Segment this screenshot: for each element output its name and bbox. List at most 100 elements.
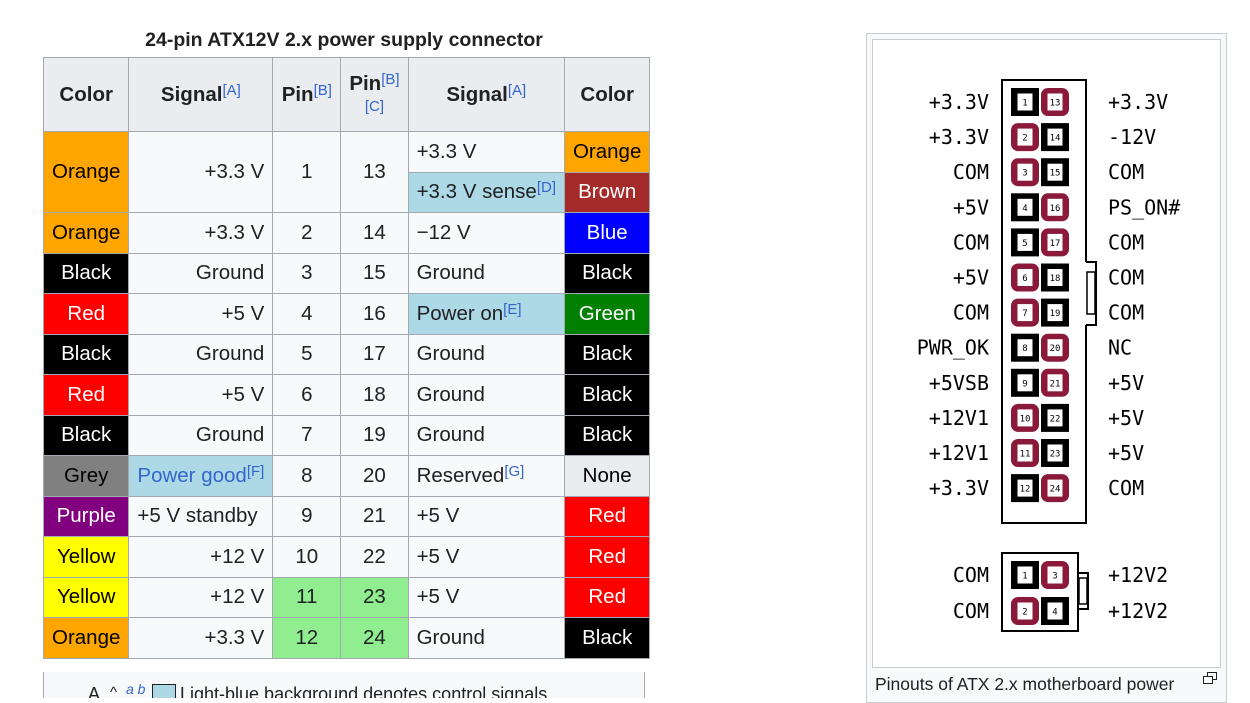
signal-text: Power on (416, 301, 504, 325)
color-cell-right: Red (563, 495, 651, 537)
pin-number-right: 17 (340, 333, 409, 375)
svg-text:24: 24 (1050, 485, 1061, 495)
signal-text: +3.3 V (204, 625, 265, 649)
pin-20: 20 (1041, 333, 1069, 362)
aux-pin-4: 4 (1041, 597, 1069, 625)
table-row: Red +5 V 6 18 Ground Black (42, 374, 651, 416)
color-cell-left: Yellow (42, 576, 130, 618)
color-cell-left: Orange (42, 212, 130, 254)
pin-label-right: -12V (1108, 125, 1156, 149)
color-cell-right: Black (563, 617, 651, 659)
ref-b-link[interactable]: [B] (313, 81, 332, 99)
pin-label-left: +12V1 (929, 441, 989, 465)
table-row: Orange +3.3 V 2 14 −12 V Blue (42, 212, 651, 254)
svg-text:6: 6 (1022, 274, 1027, 284)
light-blue-swatch (152, 684, 176, 698)
svg-text:17: 17 (1050, 239, 1061, 249)
table-row: Black Ground 5 17 Ground Black (42, 333, 651, 375)
pin-number-left: 2 (272, 212, 342, 254)
footnote-backlinks[interactable]: a b (126, 681, 146, 697)
svg-text:23: 23 (1050, 450, 1061, 460)
header-pin-left: Pin[B] (272, 57, 342, 132)
pin-number-left: 9 (272, 495, 342, 537)
pin-label-left: +5V (953, 266, 989, 290)
table-row: Purple +5 V standby 9 21 +5 V Red (42, 495, 651, 537)
pin-label-left: +3.3V (929, 90, 989, 114)
pin-label-right: COM (1108, 301, 1144, 325)
pin-label-right: COM (1108, 476, 1144, 500)
signal-cell-right: Reserved[G] (407, 455, 565, 497)
aux-pin-label-left: COM (953, 599, 989, 623)
header-color-left: Color (42, 57, 130, 132)
svg-text:1: 1 (1022, 99, 1027, 109)
signal-cell-right: Ground (407, 617, 565, 659)
pin-label-left: +5V (953, 195, 989, 219)
pin-number-right: 20 (340, 455, 409, 497)
table-row: Yellow +12 V 11 23 +5 V Red (42, 576, 651, 618)
pin-label-left: COM (953, 301, 989, 325)
signal-text: Ground (416, 625, 485, 649)
footnote-ref-link[interactable]: [G] (504, 462, 525, 480)
pin-11: 11 (1011, 439, 1039, 467)
pin-number-left: 7 (272, 414, 342, 456)
pin-label-left: +5VSB (929, 371, 989, 395)
footnote-caret[interactable]: ^ (110, 684, 118, 698)
pin-number-right: 24 (340, 617, 409, 659)
signal-text: Reserved (416, 463, 505, 487)
ref-b-link[interactable]: [B] (381, 70, 400, 88)
pin-number-left: 6 (272, 374, 342, 416)
signal-text: +5 V (221, 301, 265, 325)
svg-text:1: 1 (1022, 572, 1027, 582)
signal-text: +12 V (210, 544, 265, 568)
svg-text:20: 20 (1050, 344, 1061, 354)
header-signal-right: Signal[A] (407, 57, 565, 132)
pin-label-left: COM (953, 230, 989, 254)
connector-latch (1086, 261, 1097, 326)
table-caption: 24-pin ATX12V 2.x power supply connector (145, 29, 543, 51)
footnote-ref-link[interactable]: [E] (503, 300, 522, 318)
svg-text:14: 14 (1050, 134, 1061, 144)
pin-number-left: 5 (272, 333, 342, 375)
pin-7: 7 (1011, 298, 1039, 327)
table-row: Black Ground 7 19 Ground Black (42, 414, 651, 456)
pin-number-right: 16 (340, 293, 409, 335)
pin-3: 3 (1011, 158, 1039, 187)
pin-label-right: +3.3V (1108, 90, 1168, 114)
color-cell-right: Red (563, 536, 651, 578)
pin-21: 21 (1041, 368, 1069, 397)
pin-number-right: 23 (340, 576, 409, 618)
signal-text: +3.3 V (416, 139, 477, 163)
pin-number-left: 1 (272, 131, 342, 213)
pin-label-right: +5V (1108, 371, 1144, 395)
magnify-icon[interactable] (1203, 672, 1217, 684)
pin-4: 4 (1011, 193, 1039, 222)
pin-label-left: +3.3V (929, 476, 989, 500)
signal-text[interactable]: Power good (137, 463, 247, 487)
ref-a-link[interactable]: [A] (222, 81, 241, 99)
ref-c-link[interactable]: [C] (364, 97, 385, 115)
footnote-ref-link[interactable]: [F] (246, 462, 265, 480)
signal-text: −12 V (416, 220, 471, 244)
color-cell-left: Black (42, 252, 130, 294)
pin-number-right: 14 (340, 212, 409, 254)
diagram-image[interactable]: 1 13 +3.3V +3.3V 2 14 +3.3V -12V 3 15 COM COM 4 16 +5V… (872, 39, 1221, 668)
signal-cell-right: Ground (407, 333, 565, 375)
color-cell-right: Orange (563, 131, 651, 173)
aux-pin-2: 2 (1011, 597, 1039, 625)
pin-label-right: +5V (1108, 406, 1144, 430)
pin-label-left: +12V1 (929, 406, 989, 430)
table-row: Orange +3.3 V 1 13 +3.3 V Orange (42, 131, 651, 213)
footnote-ref-link[interactable]: [D] (536, 179, 556, 197)
signal-cell-left: Ground (128, 414, 274, 456)
pin-label-right: PS_ON# (1108, 195, 1180, 219)
signal-text: Ground (195, 261, 265, 285)
ref-a-link[interactable]: [A] (507, 81, 527, 99)
signal-cell-left: +3.3 V (128, 131, 274, 213)
aux-pin-label-right: +12V2 (1108, 563, 1168, 587)
signal-text: Ground (416, 423, 485, 447)
footnote-text: Light-blue background denotes control si… (180, 684, 553, 698)
pin-number-right: 21 (340, 495, 409, 537)
pin-13: 13 (1041, 88, 1069, 116)
signal-text: +5 V (416, 504, 460, 528)
